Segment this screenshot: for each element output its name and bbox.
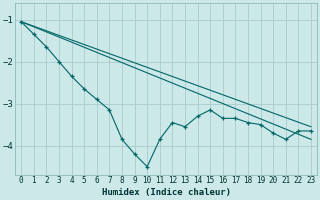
X-axis label: Humidex (Indice chaleur): Humidex (Indice chaleur) [101,188,231,197]
